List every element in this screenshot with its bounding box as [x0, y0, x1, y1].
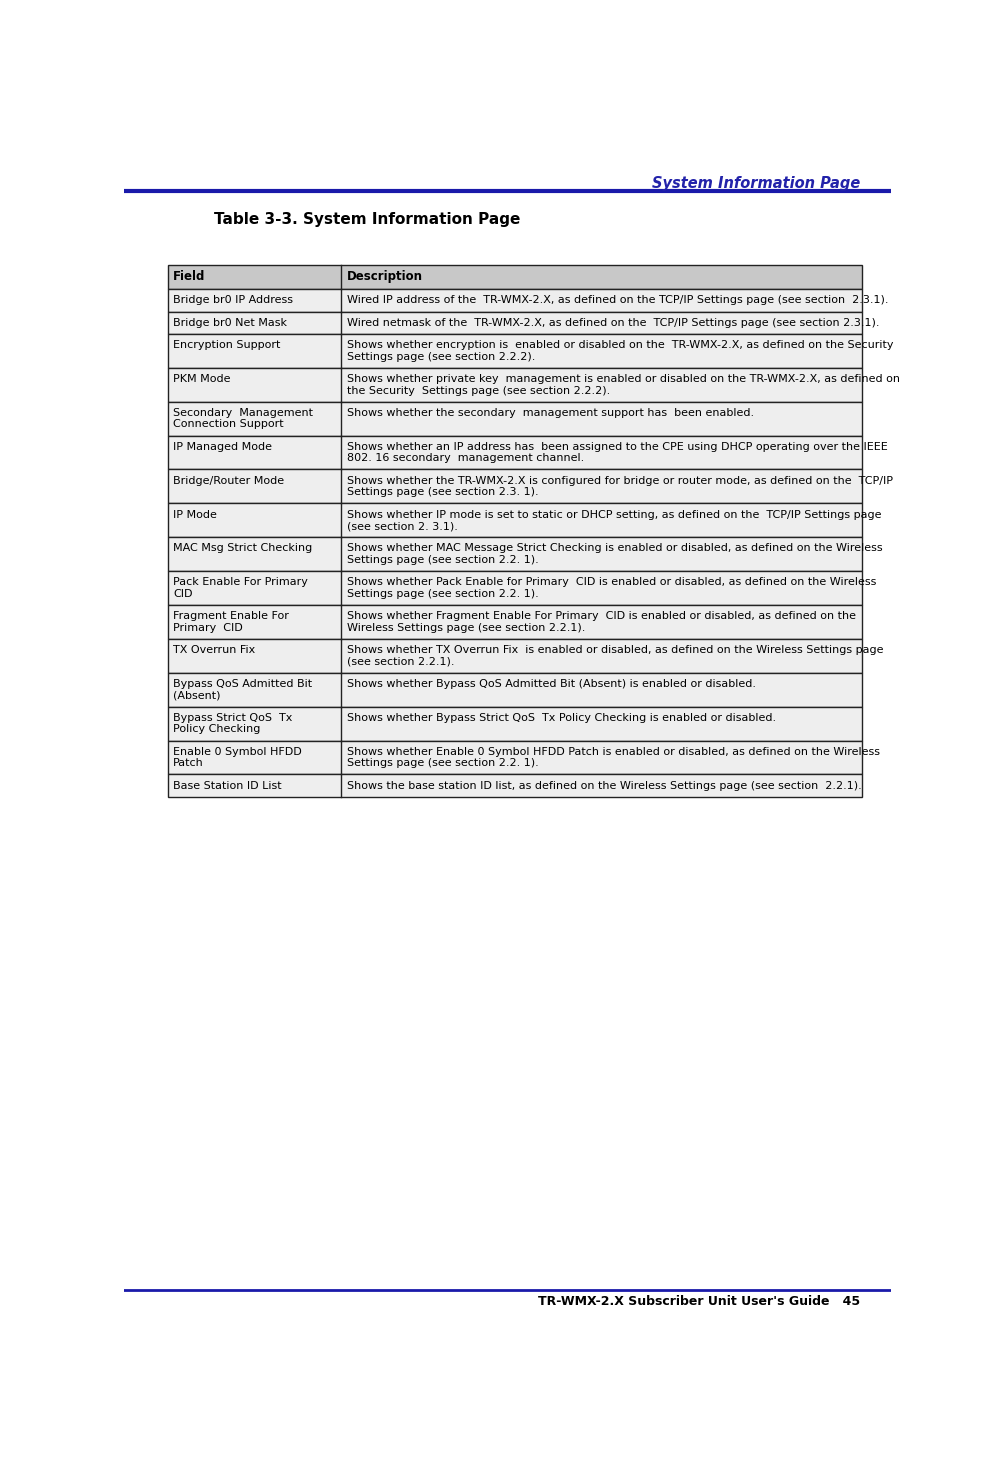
- Bar: [168, 503, 861, 537]
- Text: Policy Checking: Policy Checking: [173, 724, 260, 734]
- Bar: [168, 470, 861, 503]
- Bar: [168, 311, 861, 335]
- Bar: [168, 672, 861, 706]
- Text: 802. 16 secondary  management channel.: 802. 16 secondary management channel.: [346, 454, 584, 463]
- Text: TX Overrun Fix: TX Overrun Fix: [173, 646, 255, 654]
- Text: PKM Mode: PKM Mode: [173, 374, 231, 385]
- Text: Bridge/Router Mode: Bridge/Router Mode: [173, 476, 284, 485]
- Text: Bridge br0 Net Mask: Bridge br0 Net Mask: [173, 318, 287, 327]
- Text: Bypass Strict QoS  Tx: Bypass Strict QoS Tx: [173, 713, 293, 722]
- Text: Pack Enable For Primary: Pack Enable For Primary: [173, 578, 308, 587]
- Text: Settings page (see section 2.2.2).: Settings page (see section 2.2.2).: [346, 352, 536, 361]
- Text: Shows whether an IP address has  been assigned to the CPE using DHCP operating o: Shows whether an IP address has been ass…: [346, 442, 888, 451]
- Text: the Security  Settings page (see section 2.2.2).: the Security Settings page (see section …: [346, 386, 610, 395]
- Text: Shows whether Enable 0 Symbol HFDD Patch is enabled or disabled, as defined on t: Shows whether Enable 0 Symbol HFDD Patch…: [346, 747, 880, 756]
- Bar: [168, 604, 861, 638]
- Text: Shows whether the TR-WMX-2.X is configured for bridge or router mode, as defined: Shows whether the TR-WMX-2.X is configur…: [346, 476, 893, 485]
- Bar: [168, 774, 861, 797]
- Text: Wireless Settings page (see section 2.2.1).: Wireless Settings page (see section 2.2.…: [346, 622, 585, 632]
- Text: Shows whether Bypass QoS Admitted Bit (Absent) is enabled or disabled.: Shows whether Bypass QoS Admitted Bit (A…: [346, 680, 756, 688]
- Bar: [168, 570, 861, 604]
- Bar: [168, 537, 861, 570]
- Text: Shows whether TX Overrun Fix  is enabled or disabled, as defined on the Wireless: Shows whether TX Overrun Fix is enabled …: [346, 646, 883, 654]
- Text: Field: Field: [173, 271, 206, 283]
- Text: Shows whether Bypass Strict QoS  Tx Policy Checking is enabled or disabled.: Shows whether Bypass Strict QoS Tx Polic…: [346, 713, 776, 722]
- Text: MAC Msg Strict Checking: MAC Msg Strict Checking: [173, 544, 313, 553]
- Text: Base Station ID List: Base Station ID List: [173, 781, 282, 790]
- Text: Fragment Enable For: Fragment Enable For: [173, 612, 289, 621]
- Bar: [168, 289, 861, 311]
- Text: Connection Support: Connection Support: [173, 420, 284, 429]
- Text: System Information Page: System Information Page: [651, 177, 860, 192]
- Text: (see section 2. 3.1).: (see section 2. 3.1).: [346, 522, 457, 531]
- Bar: [168, 436, 861, 470]
- Text: Settings page (see section 2.2. 1).: Settings page (see section 2.2. 1).: [346, 554, 539, 565]
- Text: Table 3-3. System Information Page: Table 3-3. System Information Page: [215, 212, 521, 227]
- Text: Shows whether IP mode is set to static or DHCP setting, as defined on the  TCP/I: Shows whether IP mode is set to static o…: [346, 510, 881, 519]
- Bar: [168, 638, 861, 672]
- Text: Settings page (see section 2.2. 1).: Settings page (see section 2.2. 1).: [346, 588, 539, 598]
- Text: Settings page (see section 2.3. 1).: Settings page (see section 2.3. 1).: [346, 488, 539, 497]
- Text: Wired netmask of the  TR-WMX-2.X, as defined on the  TCP/IP Settings page (see s: Wired netmask of the TR-WMX-2.X, as defi…: [346, 318, 879, 327]
- Text: Shows whether encryption is  enabled or disabled on the  TR-WMX-2.X, as defined : Shows whether encryption is enabled or d…: [346, 340, 893, 351]
- Bar: [168, 740, 861, 774]
- Text: Shows whether Pack Enable for Primary  CID is enabled or disabled, as defined on: Shows whether Pack Enable for Primary CI…: [346, 578, 876, 587]
- Text: Bridge br0 IP Address: Bridge br0 IP Address: [173, 295, 293, 305]
- Text: Bypass QoS Admitted Bit: Bypass QoS Admitted Bit: [173, 680, 313, 688]
- Text: Shows whether Fragment Enable For Primary  CID is enabled or disabled, as define: Shows whether Fragment Enable For Primar…: [346, 612, 856, 621]
- Text: Encryption Support: Encryption Support: [173, 340, 281, 351]
- Text: Patch: Patch: [173, 758, 204, 768]
- Text: (see section 2.2.1).: (see section 2.2.1).: [346, 656, 454, 666]
- Text: Settings page (see section 2.2. 1).: Settings page (see section 2.2. 1).: [346, 758, 539, 768]
- Text: (Absent): (Absent): [173, 690, 221, 700]
- Bar: [168, 335, 861, 368]
- Bar: [168, 265, 861, 289]
- Text: Secondary  Management: Secondary Management: [173, 408, 314, 419]
- Text: IP Managed Mode: IP Managed Mode: [173, 442, 272, 451]
- Bar: [168, 706, 861, 740]
- Text: Shows whether private key  management is enabled or disabled on the TR-WMX-2.X, : Shows whether private key management is …: [346, 374, 900, 385]
- Text: Wired IP address of the  TR-WMX-2.X, as defined on the TCP/IP Settings page (see: Wired IP address of the TR-WMX-2.X, as d…: [346, 295, 888, 305]
- Bar: [168, 368, 861, 402]
- Text: Description: Description: [346, 271, 423, 283]
- Text: Primary  CID: Primary CID: [173, 622, 244, 632]
- Text: Enable 0 Symbol HFDD: Enable 0 Symbol HFDD: [173, 747, 302, 756]
- Text: IP Mode: IP Mode: [173, 510, 217, 519]
- Text: Shows whether the secondary  management support has  been enabled.: Shows whether the secondary management s…: [346, 408, 754, 419]
- Text: Shows whether MAC Message Strict Checking is enabled or disabled, as defined on : Shows whether MAC Message Strict Checkin…: [346, 544, 882, 553]
- Bar: [168, 402, 861, 436]
- Text: CID: CID: [173, 588, 193, 598]
- Text: Shows the base station ID list, as defined on the Wireless Settings page (see se: Shows the base station ID list, as defin…: [346, 781, 861, 790]
- Text: TR-WMX-2.X Subscriber Unit User's Guide   45: TR-WMX-2.X Subscriber Unit User's Guide …: [538, 1294, 860, 1307]
